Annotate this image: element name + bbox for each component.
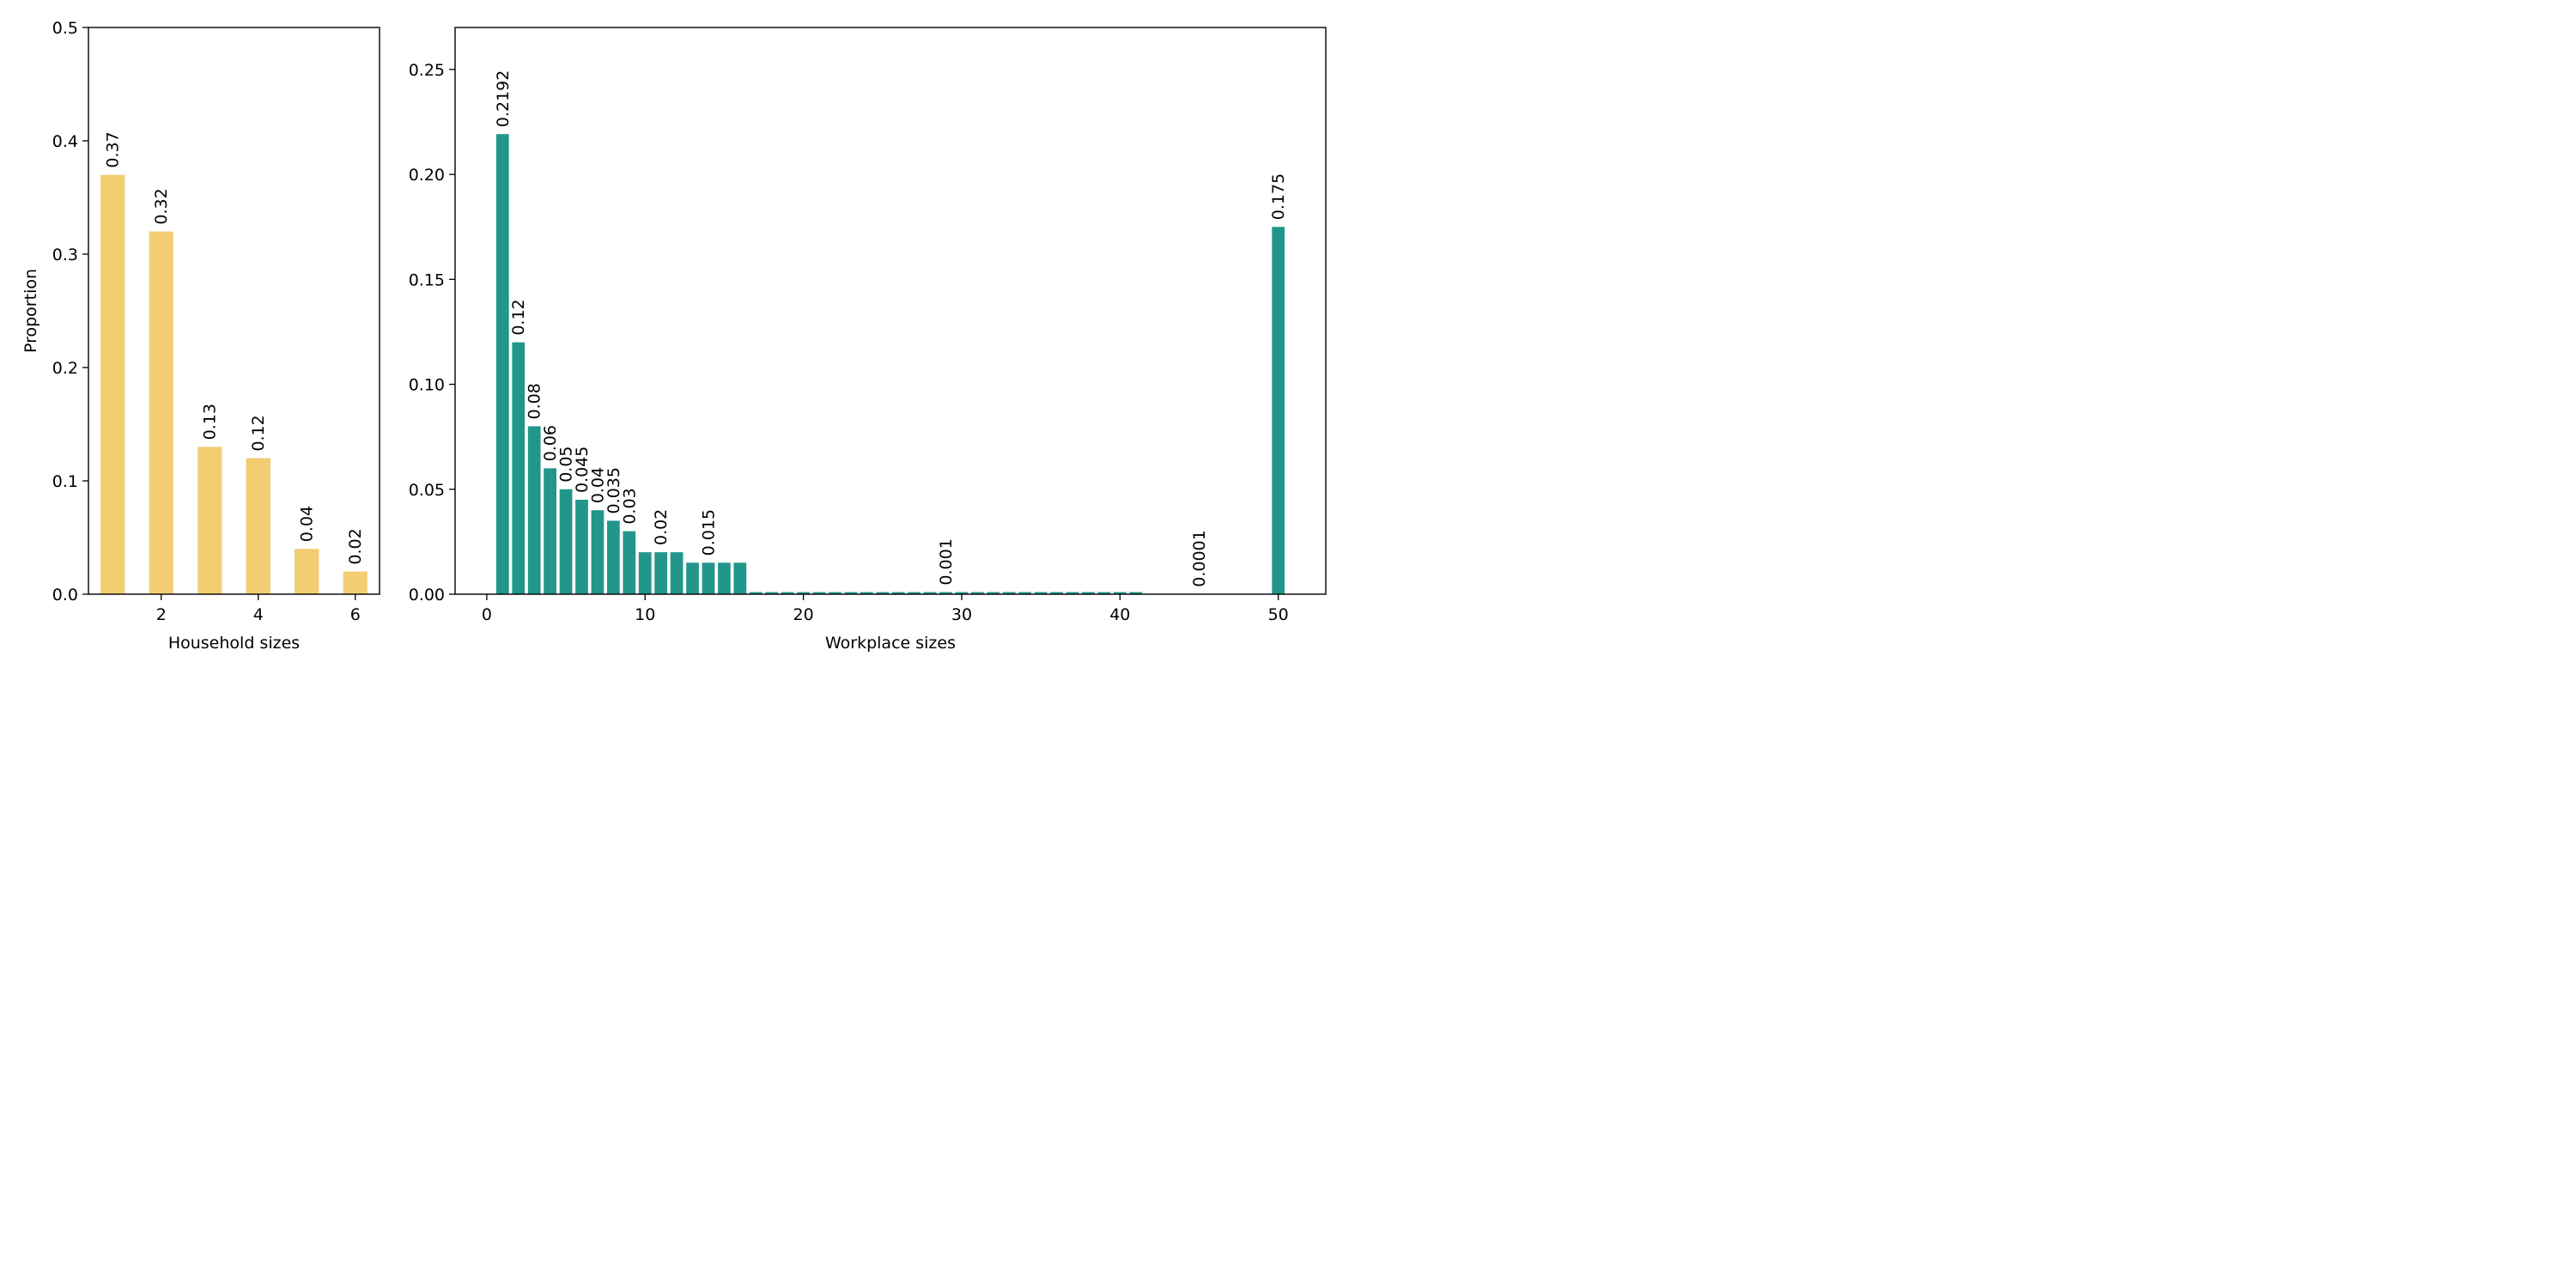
- workplace-bar: [891, 592, 905, 594]
- workplace-bar: [575, 500, 588, 594]
- workplace-bar: [638, 552, 652, 594]
- workplace-bar: [765, 592, 779, 594]
- workplace-bar: [654, 552, 668, 594]
- household-xtick-label: 6: [350, 605, 361, 624]
- household-xtick-label: 4: [253, 605, 264, 624]
- household-bar: [100, 174, 125, 594]
- workplace-bar: [987, 592, 1000, 594]
- workplace-bar: [544, 468, 556, 594]
- workplace-xtick-label: 0: [482, 605, 492, 624]
- household-ytick-label: 0.0: [52, 586, 78, 605]
- workplace-bar: [1066, 592, 1079, 594]
- workplace-axes-frame: [454, 27, 1327, 595]
- workplace-xtick-label: 20: [793, 605, 814, 624]
- household-xtick-label: 2: [156, 605, 167, 624]
- workplace-bar: [923, 592, 937, 594]
- household-ytick-label: 0.3: [52, 246, 78, 264]
- workplace-data-label: 0.0001: [1190, 530, 1209, 586]
- household-data-label: 0.37: [104, 131, 123, 167]
- workplace-x-axis-label: Workplace sizes: [825, 634, 956, 653]
- workplace-xtick-label: 50: [1268, 605, 1289, 624]
- workplace-bar: [686, 562, 699, 594]
- household-y-axis-label: Proportion: [21, 269, 40, 353]
- workplace-bar: [733, 562, 747, 594]
- workplace-data-label: 0.045: [573, 447, 592, 493]
- household-bar: [197, 447, 222, 594]
- household-data-label: 0.13: [201, 404, 220, 440]
- workplace-bar: [844, 592, 858, 594]
- workplace-bar: [1272, 227, 1285, 594]
- workplace-bar: [1050, 592, 1063, 594]
- workplace-ytick-label: 0.00: [409, 586, 445, 605]
- workplace-data-label: 0.08: [526, 383, 544, 419]
- workplace-data-label: 0.03: [620, 488, 639, 524]
- workplace-data-label: 0.175: [1269, 173, 1288, 220]
- workplace-xtick-label: 40: [1109, 605, 1130, 624]
- workplace-bar: [749, 592, 762, 594]
- workplace-data-label: 0.015: [699, 509, 718, 556]
- workplace-data-label: 0.02: [652, 509, 671, 545]
- workplace-bar: [812, 592, 826, 594]
- workplace-bar: [495, 134, 509, 594]
- household-data-label: 0.02: [346, 528, 365, 564]
- household-data-label: 0.32: [152, 188, 171, 224]
- workplace-size-chart: 0.21920.120.080.060.050.0450.040.0350.03…: [409, 27, 1327, 653]
- household-ytick-label: 0.2: [52, 359, 78, 378]
- workplace-data-label: 0.2192: [494, 70, 513, 127]
- workplace-bar: [908, 592, 921, 594]
- household-data-label: 0.12: [249, 415, 268, 451]
- household-bar: [295, 549, 319, 594]
- workplace-data-label: 0.035: [605, 467, 623, 513]
- workplace-bar: [623, 531, 636, 594]
- household-data-label: 0.04: [298, 506, 317, 542]
- workplace-bar: [971, 592, 984, 594]
- workplace-bar: [1113, 592, 1127, 594]
- workplace-bar: [670, 552, 683, 594]
- workplace-bar: [1082, 592, 1095, 594]
- household-size-chart: 0.37 0.32 0.13 0.12 0.04 0.02 0.0 0.1 0.2 0.3 0.4 0…: [21, 19, 380, 653]
- workplace-bar: [718, 562, 731, 594]
- workplace-bar: [1018, 592, 1032, 594]
- workplace-ytick-label: 0.05: [409, 481, 445, 500]
- household-bar: [246, 458, 270, 594]
- workplace-bar: [527, 426, 541, 594]
- workplace-bar: [829, 592, 841, 594]
- household-ytick-label: 0.5: [52, 19, 78, 38]
- workplace-ytick-label: 0.20: [409, 166, 445, 185]
- workplace-bar: [702, 562, 715, 594]
- workplace-bar: [1129, 592, 1143, 594]
- workplace-data-label: 0.06: [541, 425, 560, 461]
- workplace-data-label: 0.12: [509, 299, 528, 335]
- workplace-bar: [512, 342, 526, 594]
- workplace-bar: [1002, 592, 1016, 594]
- workplace-bar: [591, 510, 605, 594]
- household-x-axis-label: Household sizes: [168, 634, 300, 653]
- household-axes-frame: [88, 27, 380, 595]
- workplace-bar: [606, 520, 620, 594]
- workplace-bar: [876, 592, 890, 594]
- workplace-xtick-label: 10: [635, 605, 655, 624]
- workplace-ytick-label: 0.25: [409, 61, 445, 80]
- household-bar: [343, 571, 368, 594]
- household-ytick-label: 0.4: [52, 132, 78, 151]
- household-ytick-label: 0.1: [52, 472, 78, 491]
- figure: 0.37 0.32 0.13 0.12 0.04 0.02 0.0 0.1 0.2 0.3 0.4 0…: [21, 19, 1327, 653]
- workplace-bar: [559, 489, 573, 594]
- workplace-bar: [1034, 592, 1048, 594]
- workplace-bar: [955, 592, 969, 594]
- workplace-bar: [939, 592, 952, 594]
- household-bar: [149, 231, 173, 594]
- workplace-bar: [781, 592, 794, 594]
- workplace-data-label: 0.001: [937, 538, 956, 585]
- workplace-ytick-label: 0.10: [409, 376, 445, 395]
- workplace-bar: [1097, 592, 1111, 594]
- workplace-data-label: 0.04: [588, 467, 607, 503]
- workplace-bar: [860, 592, 873, 594]
- workplace-data-label: 0.05: [557, 446, 576, 482]
- workplace-bar: [797, 592, 810, 594]
- workplace-ytick-label: 0.15: [409, 270, 445, 289]
- workplace-xtick-label: 30: [951, 605, 972, 624]
